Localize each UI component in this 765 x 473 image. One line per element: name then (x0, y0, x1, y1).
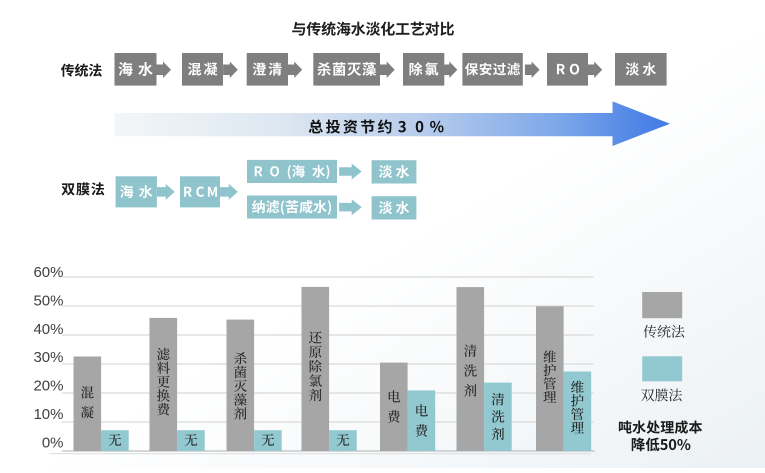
svg-text:50%: 50% (33, 293, 63, 310)
svg-text:10%: 10% (33, 406, 63, 423)
svg-text:20%: 20% (33, 378, 63, 395)
svg-text:0%: 0% (42, 434, 64, 451)
svg-text:40%: 40% (33, 321, 63, 338)
svg-text:30%: 30% (33, 349, 63, 366)
svg-text:60%: 60% (33, 264, 63, 281)
